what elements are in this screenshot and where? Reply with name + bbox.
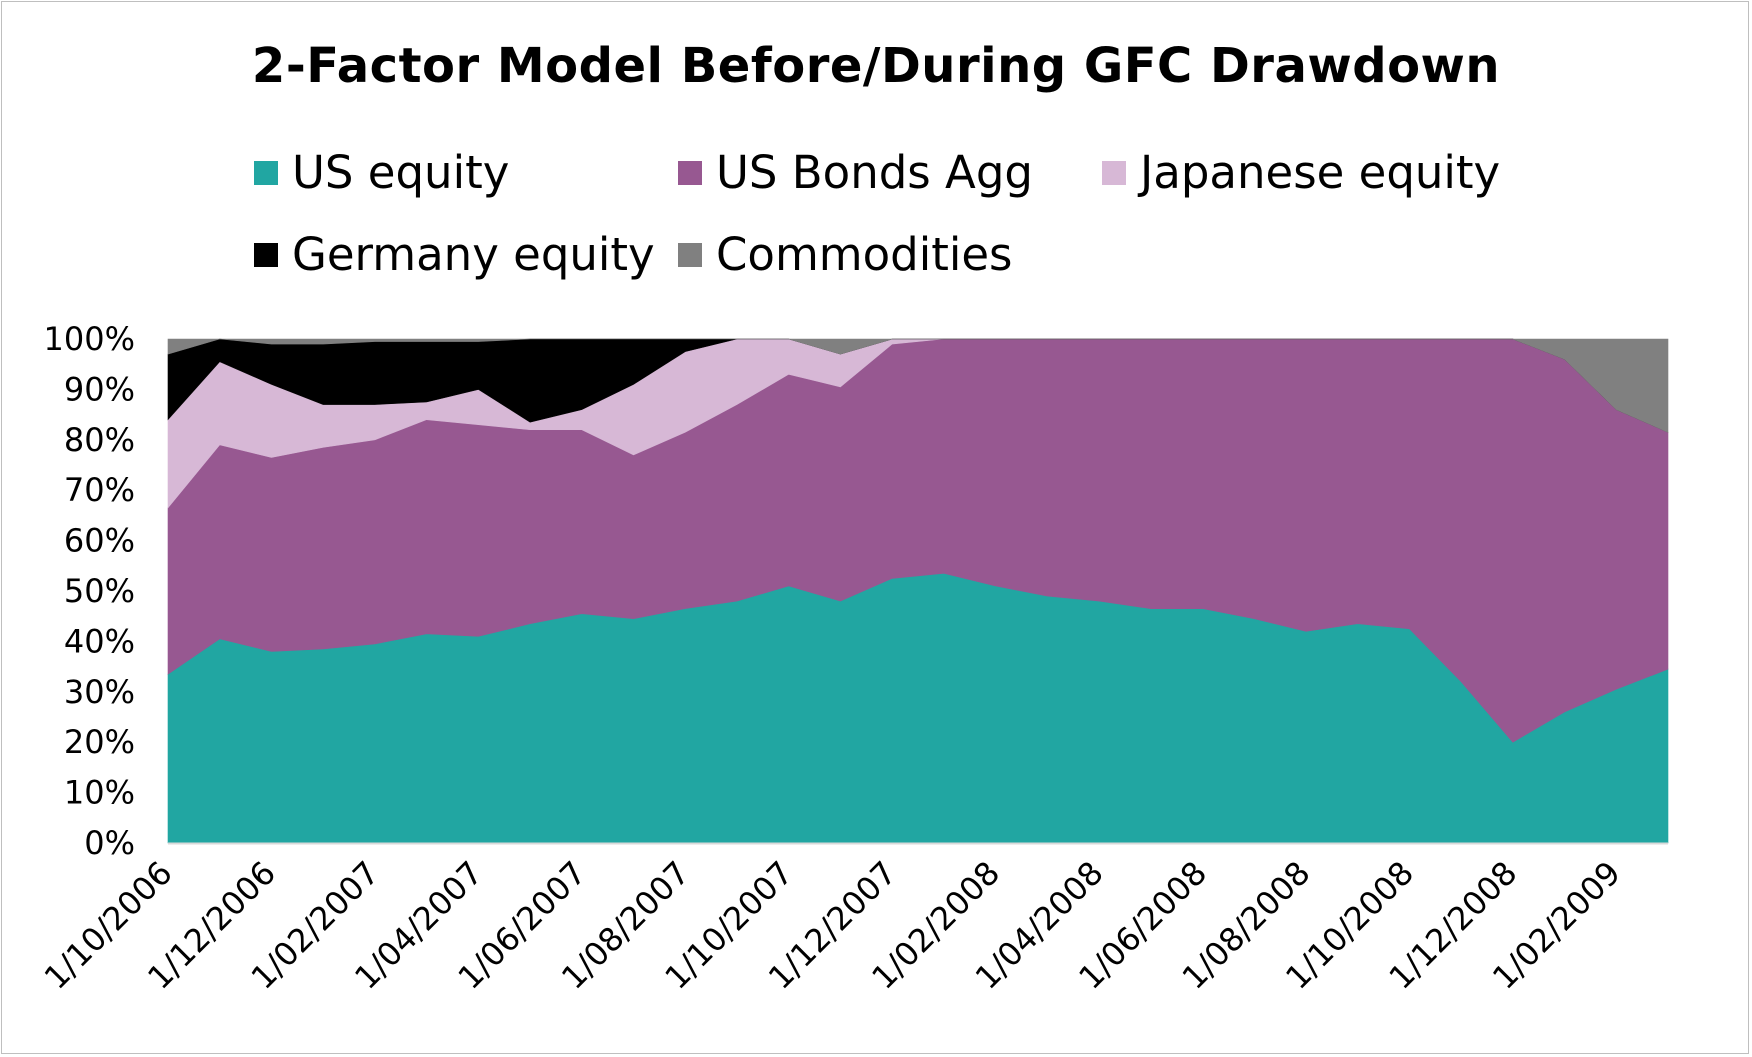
legend-swatch-us-bonds-agg: [678, 160, 702, 185]
legend-swatch-japanese-equity: [1102, 160, 1126, 185]
y-tick-label: 0%: [84, 824, 135, 862]
area-commodities: [167, 338, 1669, 433]
legend-item-us-equity: US equity: [254, 146, 509, 199]
legend-label-us-equity: US equity: [292, 146, 510, 199]
legend-label-japanese-equity: Japanese equity: [1140, 146, 1501, 199]
legend-item-us-bonds-agg: US Bonds Agg: [678, 146, 1033, 199]
legend-swatch-commodities: [678, 242, 702, 267]
y-tick-label: 100%: [44, 320, 135, 358]
y-tick-label: 40%: [64, 622, 135, 660]
y-tick-label: 30%: [64, 673, 135, 711]
legend-label-us-bonds-agg: US Bonds Agg: [716, 146, 1033, 199]
y-tick-label: 50%: [64, 572, 135, 610]
y-tick-label: 70%: [64, 471, 135, 509]
x-axis-ticks: 1/10/20061/12/20061/02/20071/04/20071/06…: [37, 854, 1628, 997]
y-tick-label: 90%: [64, 370, 135, 408]
y-tick-label: 80%: [64, 421, 135, 459]
y-tick-label: 60%: [64, 522, 135, 560]
chart-title: 2-Factor Model Before/During GFC Drawdow…: [251, 38, 1501, 94]
legend-item-commodities: Commodities: [678, 228, 1013, 281]
legend-label-germany-equity: Germany equity: [292, 228, 655, 281]
series-areas: [167, 338, 1669, 844]
legend-item-germany-equity: Germany equity: [254, 228, 655, 281]
legend-swatch-germany-equity: [254, 242, 278, 267]
y-axis-ticks: 0% 10% 20% 30% 40% 50% 60% 70% 80% 90% 100%: [44, 320, 135, 862]
y-tick-label: 20%: [64, 723, 135, 761]
legend-label-commodities: Commodities: [716, 228, 1013, 281]
y-tick-label: 10%: [64, 774, 135, 812]
legend-item-japanese-equity: Japanese equity: [1102, 146, 1500, 199]
legend-swatch-us-equity: [254, 160, 278, 185]
